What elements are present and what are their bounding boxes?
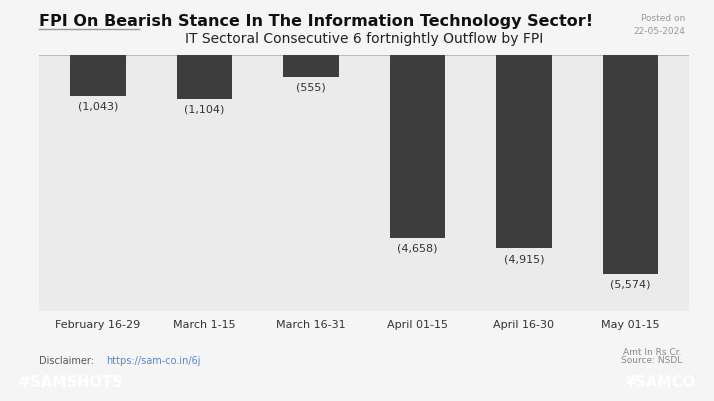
Bar (176, 56, 232, 99)
Text: Disclaimer:: Disclaimer: (39, 355, 97, 365)
Text: #SAMSHOTS: #SAMSHOTS (18, 375, 123, 389)
Bar (390, 56, 445, 239)
Bar (496, 56, 552, 249)
Text: IT Sectoral Consecutive 6 fortnightly Outflow by FPI: IT Sectoral Consecutive 6 fortnightly Ou… (185, 32, 543, 46)
Text: Source: NSDL: Source: NSDL (620, 355, 682, 364)
Text: (4,915): (4,915) (503, 253, 544, 263)
Text: https://sam-co.in/6j: https://sam-co.in/6j (106, 355, 200, 365)
Text: Amt In Rs Cr.: Amt In Rs Cr. (623, 347, 682, 356)
Text: (1,104): (1,104) (184, 104, 225, 114)
Text: (4,658): (4,658) (397, 243, 438, 253)
Text: (1,043): (1,043) (78, 102, 118, 111)
Text: Posted on
22-05-2024: Posted on 22-05-2024 (633, 14, 685, 35)
Text: FPI On Bearish Stance In The Information Technology Sector!: FPI On Bearish Stance In The Information… (39, 14, 593, 29)
Bar (283, 56, 338, 78)
Bar (603, 56, 658, 275)
Text: (5,574): (5,574) (610, 279, 650, 289)
Bar (70, 56, 126, 97)
Text: ¥SAMCO: ¥SAMCO (626, 375, 696, 389)
Text: (555): (555) (296, 83, 326, 93)
